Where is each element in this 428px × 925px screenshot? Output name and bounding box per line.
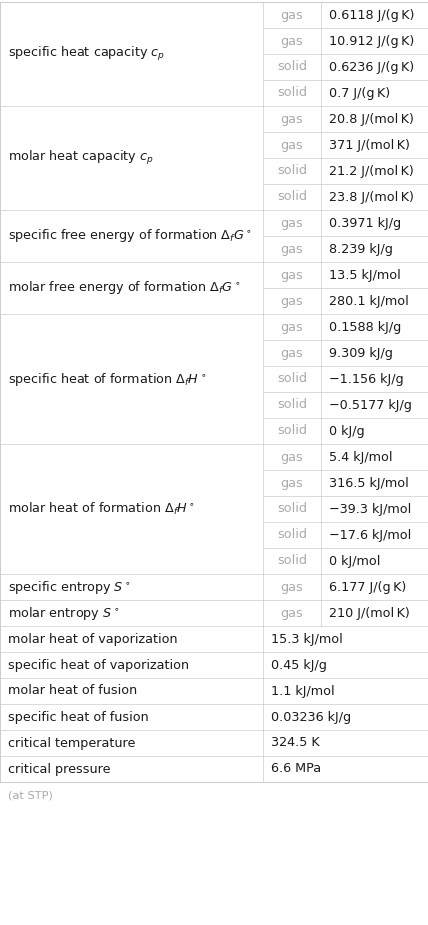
Text: 0 kJ/g: 0 kJ/g — [329, 425, 365, 438]
Text: solid: solid — [277, 425, 307, 438]
Text: gas: gas — [281, 450, 303, 463]
Text: gas: gas — [281, 113, 303, 126]
Text: 0.1588 kJ/g: 0.1588 kJ/g — [329, 320, 401, 334]
Text: critical pressure: critical pressure — [8, 762, 110, 775]
Text: solid: solid — [277, 528, 307, 541]
Text: molar heat of fusion: molar heat of fusion — [8, 684, 137, 697]
Text: 1.1 kJ/mol: 1.1 kJ/mol — [271, 684, 335, 697]
Text: molar heat of formation $\Delta_f H^\circ$: molar heat of formation $\Delta_f H^\cir… — [8, 501, 195, 517]
Text: gas: gas — [281, 268, 303, 281]
Text: 9.309 kJ/g: 9.309 kJ/g — [329, 347, 393, 360]
Text: specific entropy $S^\circ$: specific entropy $S^\circ$ — [8, 578, 131, 596]
Text: molar free energy of formation $\Delta_f G^\circ$: molar free energy of formation $\Delta_f… — [8, 279, 241, 297]
Text: molar heat of vaporization: molar heat of vaporization — [8, 633, 178, 646]
Text: solid: solid — [277, 554, 307, 568]
Text: −0.5177 kJ/g: −0.5177 kJ/g — [329, 399, 412, 412]
Text: 8.239 kJ/g: 8.239 kJ/g — [329, 242, 393, 255]
Text: specific heat of fusion: specific heat of fusion — [8, 710, 149, 723]
Text: gas: gas — [281, 320, 303, 334]
Text: gas: gas — [281, 216, 303, 229]
Text: gas: gas — [281, 581, 303, 594]
Text: 10.912 J/(g K): 10.912 J/(g K) — [329, 34, 414, 47]
Text: specific heat capacity $c_p$: specific heat capacity $c_p$ — [8, 45, 165, 63]
Text: 20.8 J/(mol K): 20.8 J/(mol K) — [329, 113, 414, 126]
Text: gas: gas — [281, 607, 303, 620]
Text: solid: solid — [277, 502, 307, 515]
Text: 210 J/(mol K): 210 J/(mol K) — [329, 607, 410, 620]
Text: 371 J/(mol K): 371 J/(mol K) — [329, 139, 410, 152]
Text: −39.3 kJ/mol: −39.3 kJ/mol — [329, 502, 411, 515]
Text: 0.6236 J/(g K): 0.6236 J/(g K) — [329, 60, 414, 73]
Text: solid: solid — [277, 399, 307, 412]
Text: specific heat of vaporization: specific heat of vaporization — [8, 659, 189, 672]
Text: 6.6 MPa: 6.6 MPa — [271, 762, 321, 775]
Text: molar entropy $S^\circ$: molar entropy $S^\circ$ — [8, 605, 119, 622]
Text: gas: gas — [281, 139, 303, 152]
Text: solid: solid — [277, 165, 307, 178]
Text: solid: solid — [277, 191, 307, 204]
Text: 0.03236 kJ/g: 0.03236 kJ/g — [271, 710, 351, 723]
Text: gas: gas — [281, 34, 303, 47]
Text: solid: solid — [277, 373, 307, 386]
Text: 0.6118 J/(g K): 0.6118 J/(g K) — [329, 8, 414, 21]
Text: 15.3 kJ/mol: 15.3 kJ/mol — [271, 633, 343, 646]
Text: 324.5 K: 324.5 K — [271, 736, 320, 749]
Text: 0.45 kJ/g: 0.45 kJ/g — [271, 659, 327, 672]
Text: 280.1 kJ/mol: 280.1 kJ/mol — [329, 294, 409, 307]
Text: specific free energy of formation $\Delta_f G^\circ$: specific free energy of formation $\Delt… — [8, 228, 252, 244]
Text: molar heat capacity $c_p$: molar heat capacity $c_p$ — [8, 149, 154, 167]
Text: (at STP): (at STP) — [8, 791, 53, 801]
Text: 21.2 J/(mol K): 21.2 J/(mol K) — [329, 165, 414, 178]
Text: gas: gas — [281, 242, 303, 255]
Text: −1.156 kJ/g: −1.156 kJ/g — [329, 373, 404, 386]
Text: critical temperature: critical temperature — [8, 736, 135, 749]
Text: specific heat of formation $\Delta_f H^\circ$: specific heat of formation $\Delta_f H^\… — [8, 371, 206, 388]
Text: solid: solid — [277, 60, 307, 73]
Text: 6.177 J/(g K): 6.177 J/(g K) — [329, 581, 406, 594]
Text: gas: gas — [281, 294, 303, 307]
Text: solid: solid — [277, 87, 307, 100]
Text: gas: gas — [281, 476, 303, 489]
Text: 0.3971 kJ/g: 0.3971 kJ/g — [329, 216, 401, 229]
Text: gas: gas — [281, 347, 303, 360]
Text: −17.6 kJ/mol: −17.6 kJ/mol — [329, 528, 411, 541]
Text: 316.5 kJ/mol: 316.5 kJ/mol — [329, 476, 409, 489]
Text: 13.5 kJ/mol: 13.5 kJ/mol — [329, 268, 401, 281]
Text: 0.7 J/(g K): 0.7 J/(g K) — [329, 87, 390, 100]
Text: 0 kJ/mol: 0 kJ/mol — [329, 554, 380, 568]
Text: gas: gas — [281, 8, 303, 21]
Text: 5.4 kJ/mol: 5.4 kJ/mol — [329, 450, 392, 463]
Text: 23.8 J/(mol K): 23.8 J/(mol K) — [329, 191, 414, 204]
